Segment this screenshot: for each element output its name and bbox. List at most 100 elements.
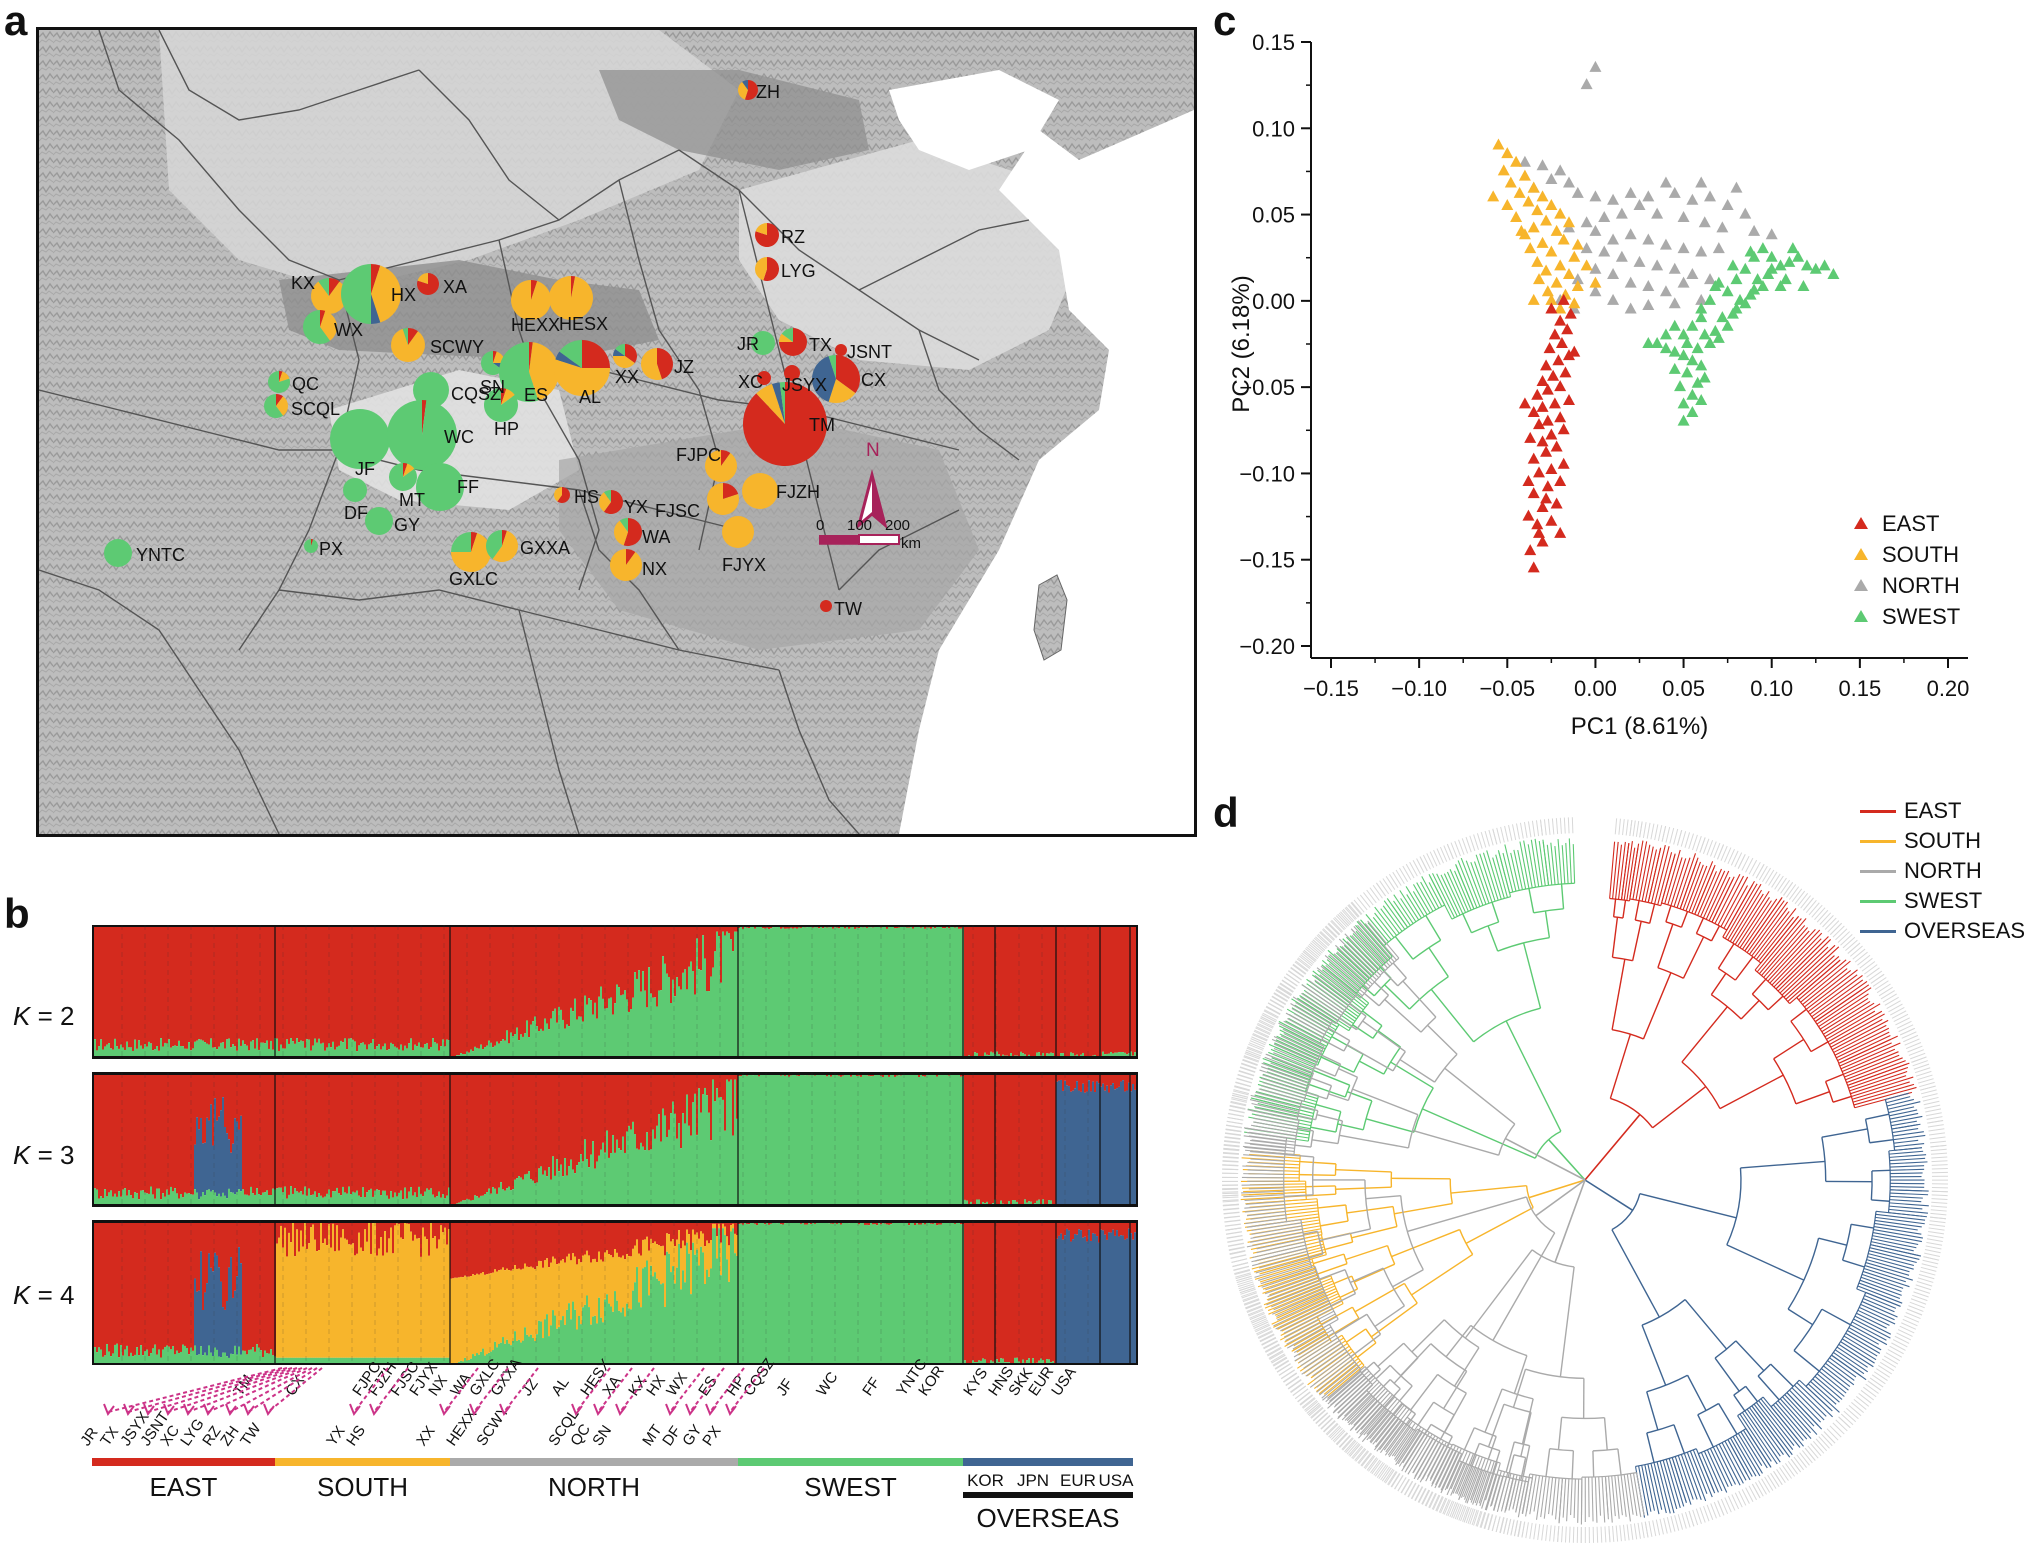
- admixture-bar: [320, 1195, 323, 1206]
- admixture-bar: [508, 1186, 511, 1206]
- admixture-bar: [1092, 1233, 1095, 1365]
- admixture-bar: [380, 1073, 383, 1196]
- pie-slice: [613, 348, 625, 356]
- admixture-bar: [286, 1256, 289, 1358]
- admixture-bar: [482, 1272, 485, 1349]
- admixture-bar: [972, 1360, 975, 1365]
- admixture-bar: [846, 1222, 849, 1365]
- admixture-bar: [410, 925, 413, 1039]
- admixture-bar: [258, 1194, 261, 1206]
- admixture-bar: [420, 1221, 423, 1257]
- tip-label: [1242, 1294, 1258, 1301]
- admixture-bar: [624, 1152, 627, 1206]
- admixture-bar: [834, 927, 837, 1058]
- admixture-bar: [692, 971, 695, 1058]
- admixture-bar: [538, 1031, 541, 1058]
- tip-label: [1449, 1501, 1457, 1518]
- admixture-bar: [138, 1221, 141, 1356]
- pie-slice: [492, 530, 518, 562]
- pie-slice: [625, 344, 637, 364]
- pca-point: [1545, 514, 1558, 526]
- admixture-bar: [486, 1073, 489, 1193]
- admixture-bar: [296, 1221, 299, 1230]
- admixture-bar: [628, 1011, 631, 1058]
- admixture-bar: [702, 1073, 705, 1095]
- admixture-bar: [508, 1221, 511, 1271]
- tip-label: [1425, 1491, 1434, 1507]
- admixture-bar: [498, 1073, 501, 1188]
- tip-label: [1517, 1520, 1522, 1537]
- pie-slice: [836, 355, 860, 394]
- pie-slice: [641, 348, 662, 380]
- admixture-bar: [216, 1049, 219, 1058]
- admixture-bar: [158, 1349, 161, 1365]
- tip-label: [1299, 955, 1313, 967]
- label-arrow: [373, 1367, 409, 1413]
- admixture-bar: [690, 1294, 693, 1365]
- tip-label: [1692, 1509, 1699, 1526]
- site-label-wx: WX: [334, 320, 363, 340]
- pca-point: [1522, 195, 1535, 207]
- admixture-bar: [178, 1352, 181, 1365]
- admixture-bar: [246, 1354, 249, 1365]
- admixture-bar: [466, 1198, 469, 1206]
- tip-label: [1222, 1199, 1239, 1202]
- admixture-bar: [1018, 925, 1021, 1058]
- admixture-bar: [118, 1048, 121, 1058]
- admixture-bar: [936, 1225, 939, 1365]
- admixture-bar: [240, 1221, 243, 1264]
- admixture-bar: [526, 1334, 529, 1365]
- admixture-bar: [714, 925, 717, 952]
- admixture-bar: [428, 1221, 431, 1256]
- admixture-bar: [492, 1047, 495, 1058]
- admixture-bar: [96, 1050, 99, 1058]
- tip-label: [1255, 1027, 1271, 1036]
- admixture-bar: [1128, 1228, 1131, 1365]
- admixture-bar: [588, 998, 591, 1058]
- admixture-bar: [1038, 1073, 1041, 1200]
- admixture-bar: [778, 925, 781, 1058]
- admixture-bar: [666, 1073, 669, 1137]
- tip-label: [1786, 884, 1797, 898]
- admixture-bar: [242, 925, 245, 1041]
- admixture-bar: [602, 1261, 605, 1323]
- admixture-bar: [1100, 1229, 1103, 1365]
- admixture-bar: [968, 925, 971, 1056]
- admixture-bar: [1006, 1221, 1009, 1363]
- tip-label: [1561, 1526, 1564, 1543]
- admixture-bar: [696, 925, 699, 939]
- admixture-bar: [902, 926, 905, 1058]
- admixture-bar: [158, 925, 161, 1051]
- admixture-bar: [368, 1189, 371, 1206]
- admixture-bar: [230, 1152, 233, 1193]
- tip-label: [1223, 1147, 1240, 1151]
- admixture-bar: [848, 1073, 851, 1206]
- admixture-bar: [688, 1253, 691, 1365]
- admixture-bar: [676, 1239, 679, 1268]
- admixture-bar: [328, 1224, 331, 1358]
- admixture-bar: [974, 925, 977, 1053]
- admixture-bar: [584, 1139, 587, 1206]
- admixture-bar: [258, 1347, 261, 1365]
- pie-scql: [264, 394, 288, 418]
- admixture-bar: [360, 1221, 363, 1248]
- admixture-bar: [234, 1046, 237, 1058]
- admixture-bar: [466, 1073, 469, 1199]
- admixture-bar: [1074, 1073, 1077, 1089]
- admixture-bar: [170, 1349, 173, 1365]
- admixture-bar: [874, 1224, 877, 1365]
- admixture-bar: [778, 1074, 781, 1206]
- tip-label: [1436, 1496, 1444, 1512]
- admixture-bar: [562, 925, 565, 1020]
- admixture-bar: [334, 1191, 337, 1206]
- admixture-bar: [448, 1073, 451, 1188]
- admixture-bar: [304, 925, 307, 1048]
- group-bar-swest: [738, 1458, 963, 1466]
- admixture-bar: [1076, 1234, 1079, 1365]
- admixture-bar: [300, 1357, 303, 1365]
- admixture-bar: [796, 1075, 799, 1206]
- tip-label: [1914, 1287, 1930, 1294]
- label-arrowhead: [725, 1403, 737, 1417]
- admixture-bar: [198, 1039, 201, 1058]
- pie-hexx: [511, 280, 551, 320]
